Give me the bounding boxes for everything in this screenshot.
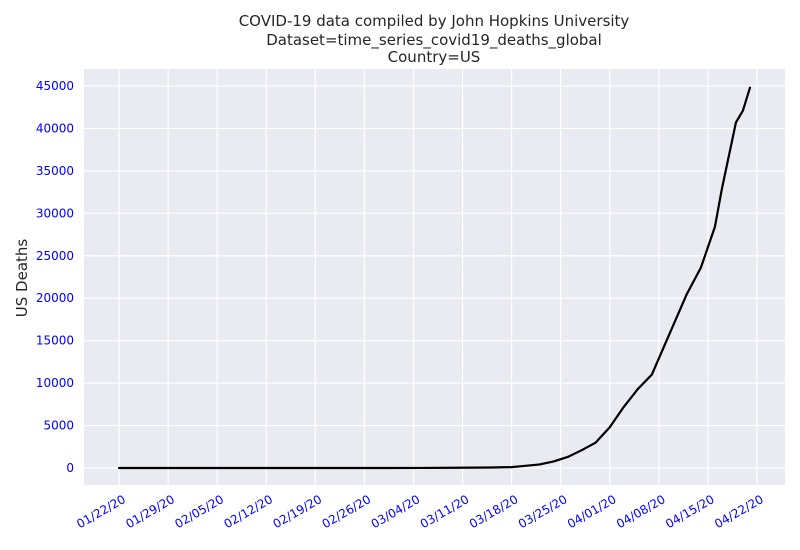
y-tick-label: 5000 (43, 419, 74, 433)
y-tick-label: 45000 (36, 79, 74, 93)
x-tick-label: 04/08/20 (614, 492, 668, 531)
y-tick-labels: 0 5000 10000 15000 20000 25000 30000 35000 40000… (36, 79, 74, 475)
x-tick-label: 03/04/20 (369, 492, 423, 531)
series-line-0 (117, 86, 752, 470)
y-axis-label: US Deaths (13, 239, 31, 318)
x-tick-label: 04/01/20 (565, 492, 619, 531)
x-tick-label: 01/22/20 (74, 492, 128, 531)
y-tick-label: 10000 (36, 376, 74, 390)
chart-title-line-3: Country=US (388, 48, 481, 66)
y-tick-label: 0 (66, 461, 74, 475)
x-tick-label: 03/25/20 (516, 492, 570, 531)
chart-title: COVID-19 data compiled by John Hopkins U… (239, 12, 630, 66)
y-tick-label: 40000 (36, 121, 74, 135)
y-tick-label: 15000 (36, 334, 74, 348)
x-tick-label: 01/29/20 (123, 492, 177, 531)
plot-area (84, 69, 785, 485)
x-tick-label: 02/12/20 (221, 492, 275, 531)
y-tick-label: 30000 (36, 206, 74, 220)
x-tick-label: 04/15/20 (663, 492, 717, 531)
chart-title-line-2: Dataset=time_series_covid19_deaths_globa… (266, 31, 602, 50)
x-tick-label: 04/22/20 (712, 492, 766, 531)
x-tick-label: 03/18/20 (467, 492, 521, 531)
x-tick-label: 02/26/20 (320, 492, 374, 531)
x-tick-label: 02/05/20 (172, 492, 226, 531)
chart-title-line-1: COVID-19 data compiled by John Hopkins U… (239, 12, 630, 30)
y-tick-label: 25000 (36, 249, 74, 263)
x-gridlines (118, 69, 758, 485)
y-tick-label: 35000 (36, 164, 74, 178)
y-tick-label: 20000 (36, 291, 74, 305)
series-layer (117, 86, 752, 470)
x-tick-labels: 01/22/2001/29/2002/05/2002/12/2002/19/20… (74, 492, 766, 531)
x-tick-label: 03/11/20 (418, 492, 472, 531)
x-tick-label: 02/19/20 (271, 492, 325, 531)
